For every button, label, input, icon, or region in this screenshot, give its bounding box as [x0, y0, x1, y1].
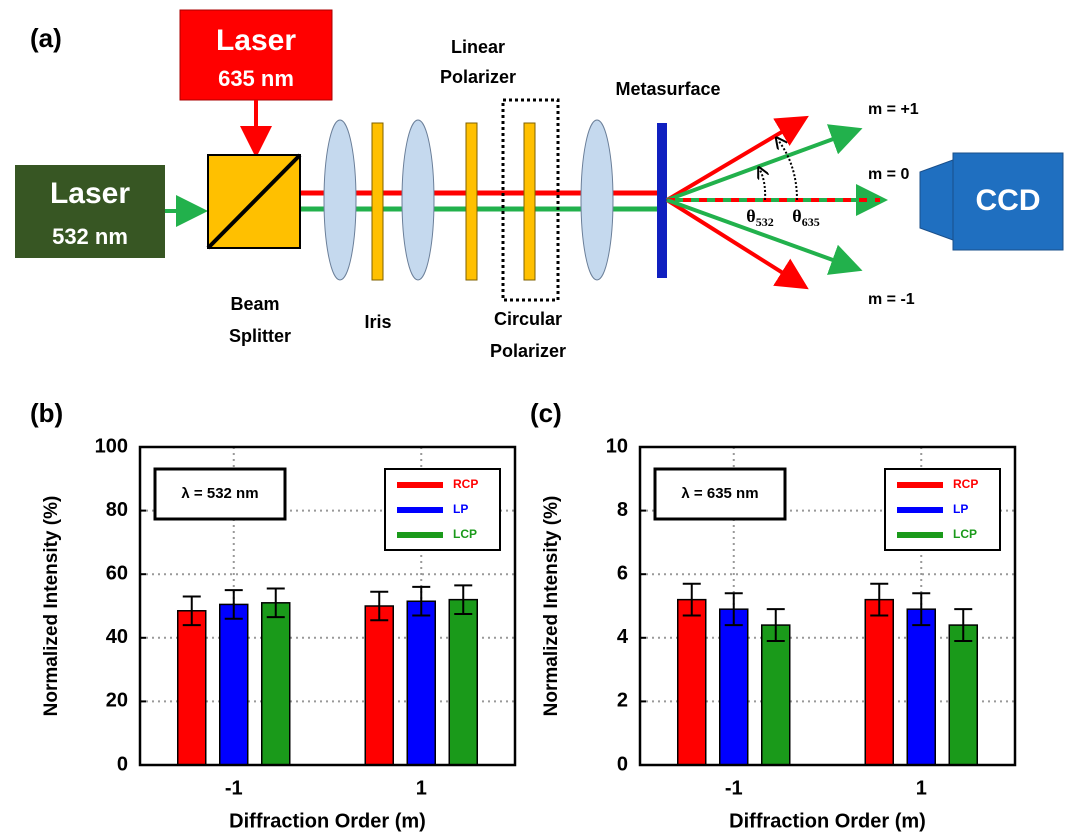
x-axis-label: Diffraction Order (m) [229, 810, 426, 832]
ray [667, 131, 855, 200]
legend-label: LP [953, 502, 968, 516]
bar [365, 606, 393, 765]
component-label: Beam [230, 294, 279, 314]
y-tick-label: 4 [617, 626, 629, 648]
x-tick-label: 1 [416, 777, 427, 799]
bar [407, 601, 435, 765]
legend-label: RCP [953, 477, 978, 491]
bar [865, 600, 893, 765]
y-tick-label: 80 [106, 499, 128, 521]
angle-label: θ532 [746, 206, 773, 229]
component-label: Circular [494, 309, 562, 329]
bar [220, 604, 248, 765]
bar [762, 625, 790, 765]
order-label: m = -1 [868, 291, 915, 308]
y-tick-label: 0 [617, 753, 628, 775]
y-tick-label: 2 [617, 690, 628, 712]
bar [907, 609, 935, 765]
bar [178, 611, 206, 765]
y-tick-label: 0 [117, 753, 128, 775]
figure: (a) Laser 635 nm Laser 532 nm θ532 θ635 … [0, 0, 1070, 836]
bar [678, 600, 706, 765]
y-tick-label: 10 [606, 435, 628, 457]
ccd-label: CCD [976, 184, 1041, 217]
legend-label: RCP [453, 477, 478, 491]
panel-label: (a) [30, 23, 62, 53]
circular-polarizer [524, 123, 535, 280]
laser-wavelength: 532 nm [52, 224, 128, 249]
legend-label: LCP [453, 527, 477, 541]
y-tick-label: 20 [106, 690, 128, 712]
component-label: Splitter [229, 326, 291, 346]
x-tick-label: -1 [725, 777, 743, 799]
x-tick-label: 1 [916, 777, 927, 799]
y-tick-label: 6 [617, 562, 628, 584]
y-tick-label: 60 [106, 562, 128, 584]
angle-symbol: θ [746, 206, 755, 226]
bar [262, 603, 290, 765]
y-axis-label: Normalized Intensity (%) [41, 496, 62, 717]
angle-subscript: 532 [756, 215, 774, 229]
component-label: Linear [451, 37, 505, 57]
iris [372, 123, 383, 280]
angle-symbol: θ [792, 206, 801, 226]
laser-label: Laser [50, 177, 130, 210]
bar [720, 609, 748, 765]
angle-subscript: 635 [802, 215, 820, 229]
order-label: m = 0 [868, 166, 909, 183]
angle-arc [760, 170, 765, 200]
angle-arc [778, 140, 797, 200]
angle-label: θ635 [792, 206, 819, 229]
y-axis-label: Normalized Intensity (%) [541, 496, 562, 717]
x-tick-label: -1 [225, 777, 243, 799]
laser-label: Laser [216, 24, 296, 57]
ccd-lens [920, 160, 953, 240]
y-tick-label: 8 [617, 499, 628, 521]
y-tick-label: 100 [95, 435, 128, 457]
panel-label: (b) [30, 398, 63, 428]
component-label: Polarizer [490, 341, 566, 361]
lens [402, 120, 434, 280]
setup-diagram: (a) Laser 635 nm Laser 532 nm θ532 θ635 … [15, 10, 1063, 361]
x-axis-label: Diffraction Order (m) [729, 810, 926, 832]
panel-label: (c) [530, 398, 562, 428]
linear-polarizer [466, 123, 477, 280]
order-label: m = +1 [868, 101, 919, 118]
lens [581, 120, 613, 280]
bar [449, 600, 477, 765]
component-label: Iris [364, 312, 391, 332]
y-tick-label: 40 [106, 626, 128, 648]
bar [949, 625, 977, 765]
component-label: Metasurface [615, 79, 720, 99]
legend-label: LCP [953, 527, 977, 541]
annotation: λ = 532 nm [181, 485, 258, 502]
annotation: λ = 635 nm [681, 485, 758, 502]
metasurface [657, 123, 667, 278]
legend-label: LP [453, 502, 468, 516]
laser-wavelength: 635 nm [218, 66, 294, 91]
component-label: Polarizer [440, 67, 516, 87]
lens [324, 120, 356, 280]
